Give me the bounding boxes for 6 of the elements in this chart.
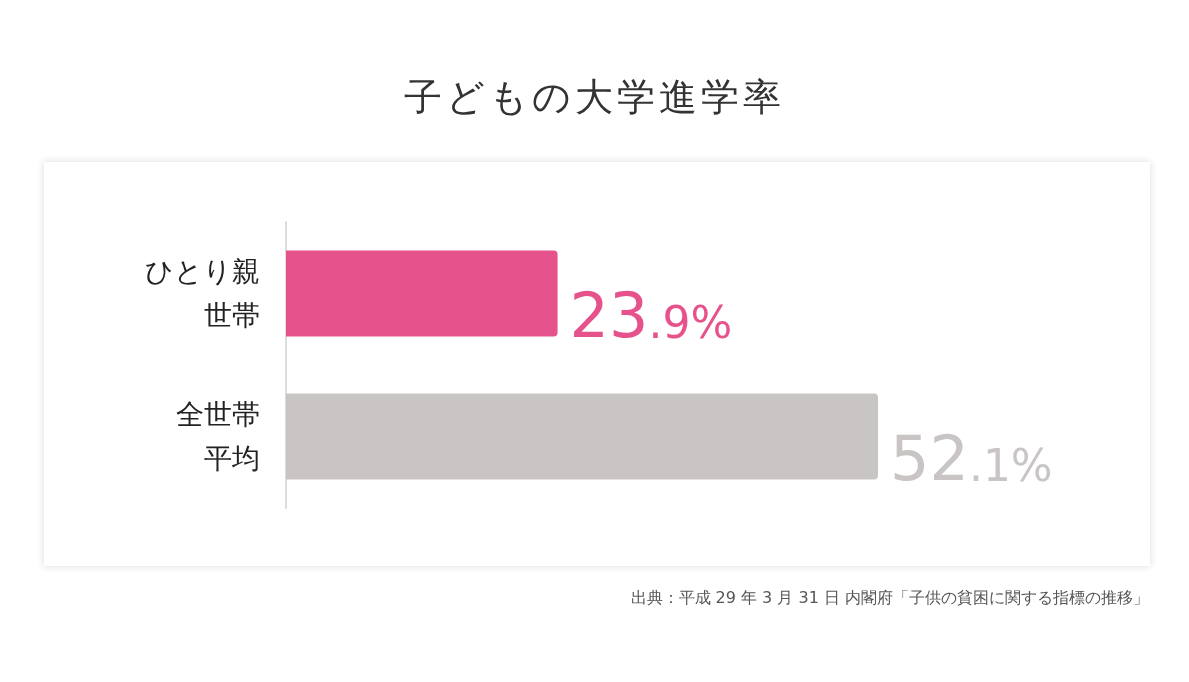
- y-tick-label: 全世帯平均: [176, 398, 260, 475]
- data-label: 52.1%: [890, 422, 1053, 495]
- y-tick-label: ひとり親世帯: [145, 255, 260, 332]
- chart-title: 子どもの大学進学率: [403, 74, 786, 121]
- data-label: 23.9%: [569, 279, 733, 352]
- source-note: 出典：平成 29 年 3 月 31 日 内閣府「子供の貧困に関する指標の推移」: [630, 588, 1149, 609]
